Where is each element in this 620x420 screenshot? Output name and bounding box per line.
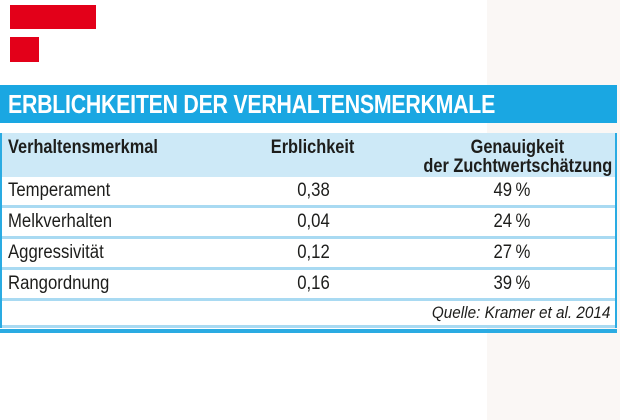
table-row-rangordnung: Rangordnung 0,16 39 % bbox=[2, 270, 615, 301]
table-bottom-border bbox=[0, 329, 617, 333]
cell-genauigkeit: 27 % bbox=[493, 242, 530, 263]
source-credit-row: Quelle: Kramer et al. 2014 bbox=[2, 301, 615, 328]
table-row-aggressivitaet: Aggressivität 0,12 27 % bbox=[2, 239, 615, 270]
cell-merkmal: Temperament bbox=[8, 180, 111, 201]
cell-merkmal: Melkverhalten bbox=[8, 211, 113, 232]
cell-erblichkeit: 0,16 bbox=[296, 273, 330, 294]
column-header-genauigkeit: Genauigkeit der Zuchtwertschätzung bbox=[423, 137, 613, 177]
cell-genauigkeit: 39 % bbox=[493, 273, 530, 294]
title-gap bbox=[0, 123, 617, 133]
cell-erblichkeit: 0,12 bbox=[296, 242, 330, 263]
cell-genauigkeit: 49 % bbox=[493, 180, 530, 201]
cell-erblichkeit: 0,04 bbox=[296, 211, 330, 232]
cell-erblichkeit: 0,38 bbox=[296, 180, 330, 201]
table-header-row: Verhaltensmerkmal Erblichkeit Genauigkei… bbox=[2, 133, 615, 177]
cell-merkmal: Rangordnung bbox=[8, 273, 110, 294]
data-table: Verhaltensmerkmal Erblichkeit Genauigkei… bbox=[0, 133, 617, 328]
infographic-title: ERBLICHKEITEN DER VERHALTENSMERKMALE bbox=[8, 89, 496, 119]
logo-red-block-large bbox=[10, 5, 96, 29]
table-row-temperament: Temperament 0,38 49 % bbox=[2, 177, 615, 208]
table-row-melkverhalten: Melkverhalten 0,04 24 % bbox=[2, 208, 615, 239]
column-header-erblichkeit: Erblichkeit bbox=[271, 137, 355, 158]
cell-merkmal: Aggressivität bbox=[8, 242, 104, 263]
heritability-infographic: ERBLICHKEITEN DER VERHALTENSMERKMALE Ver… bbox=[0, 85, 617, 333]
infographic-title-bar: ERBLICHKEITEN DER VERHALTENSMERKMALE bbox=[0, 85, 617, 123]
column-header-verhaltensmerkmal: Verhaltensmerkmal bbox=[8, 137, 158, 158]
source-credit: Quelle: Kramer et al. 2014 bbox=[431, 303, 610, 322]
logo-red-block-small bbox=[10, 37, 39, 62]
cell-genauigkeit: 24 % bbox=[493, 211, 530, 232]
